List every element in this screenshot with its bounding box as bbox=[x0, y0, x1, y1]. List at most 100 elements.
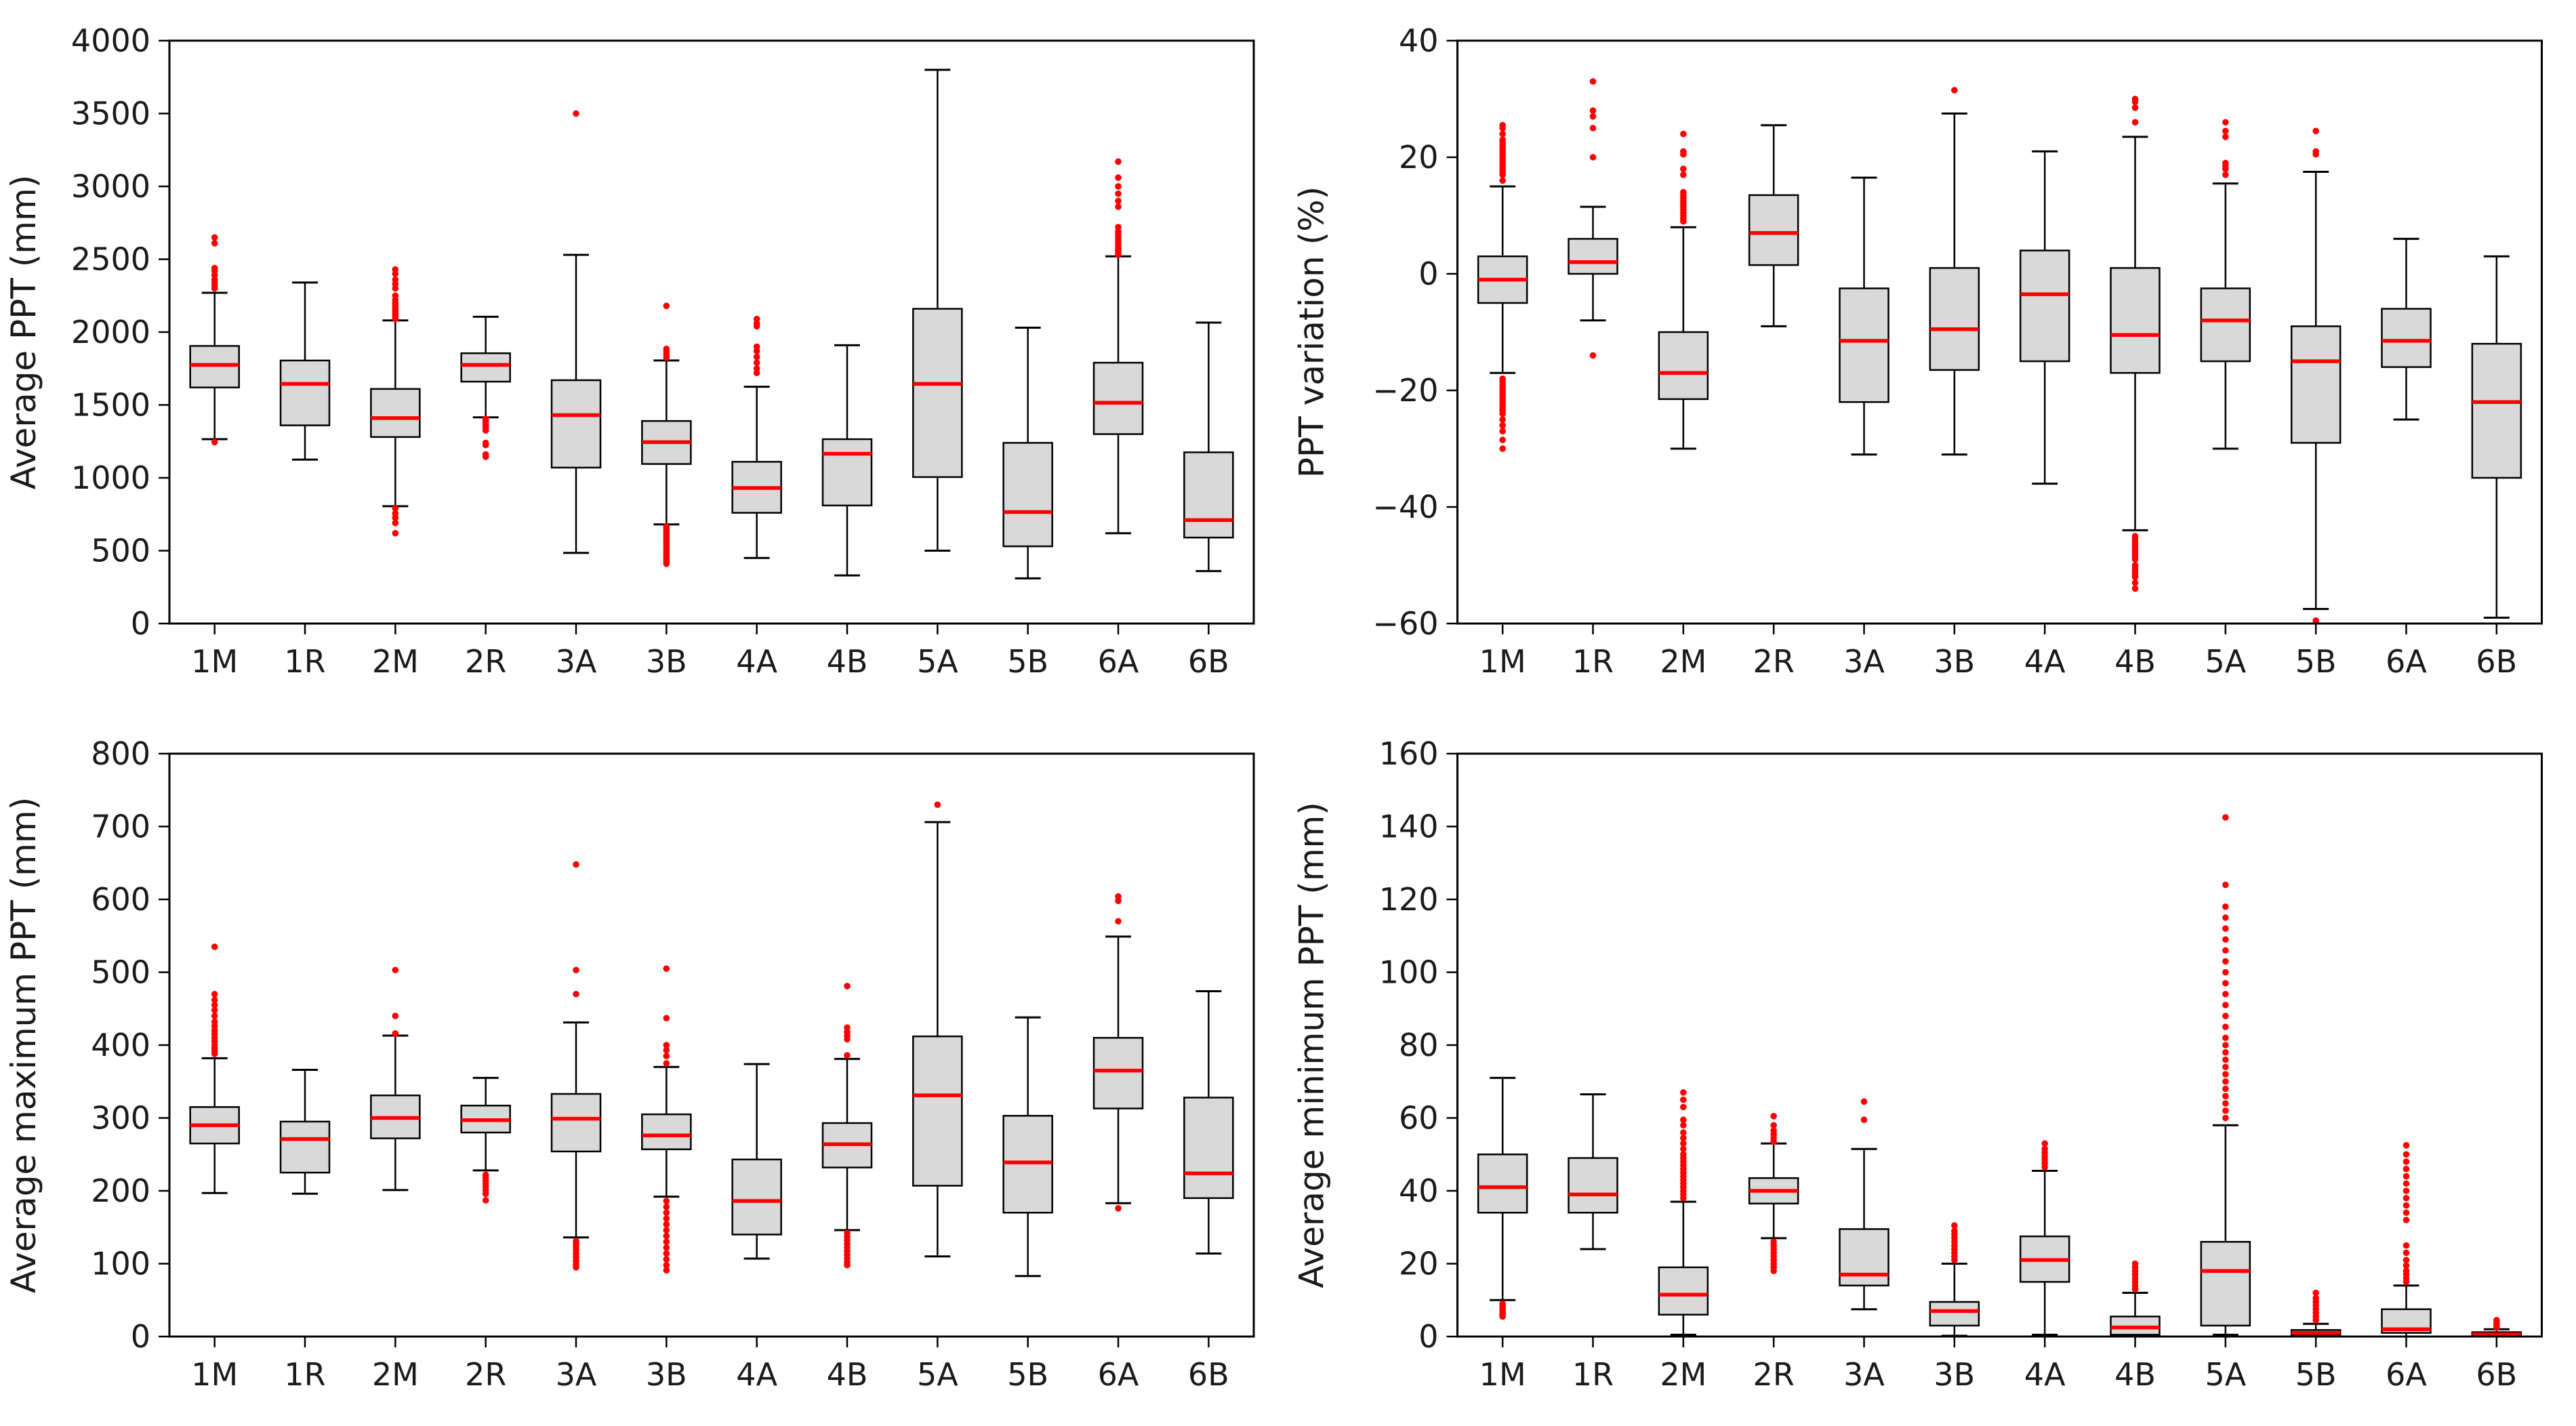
box-1R bbox=[279, 1069, 331, 1195]
x-axis-ticks: 1M 1R 2M 2R 3A 3B 4A 4B 5A 5B 6A 6B bbox=[191, 1337, 1229, 1393]
y-tick-label: 800 bbox=[91, 735, 150, 772]
y-tick-label: 0 bbox=[131, 1318, 150, 1355]
x-tick-label-4A: 4A bbox=[736, 1356, 777, 1393]
x-tick-label-4B: 4B bbox=[2114, 643, 2156, 680]
x-tick-label-1R: 1R bbox=[1572, 1356, 1614, 1393]
box-5A bbox=[2200, 119, 2251, 450]
x-tick-label-1R: 1R bbox=[1572, 643, 1614, 680]
y-tick-label: 160 bbox=[1379, 735, 1439, 772]
x-tick-label-2R: 2R bbox=[465, 643, 506, 680]
box-6B bbox=[1183, 990, 1234, 1255]
box-1R bbox=[279, 281, 331, 461]
outliers-1M bbox=[1499, 121, 1506, 452]
box-6B bbox=[2471, 1317, 2522, 1338]
iqr-box-3A bbox=[550, 1093, 602, 1153]
x-tick-label-6B: 6B bbox=[2476, 643, 2517, 680]
x-tick-label-1M: 1M bbox=[1479, 1356, 1526, 1393]
x-tick-label-4A: 4A bbox=[2024, 643, 2066, 680]
iqr-box-1M bbox=[1477, 1154, 1528, 1214]
x-tick-label-4A: 4A bbox=[736, 643, 777, 680]
outliers-4B bbox=[2131, 96, 2139, 592]
x-tick-label-3B: 3B bbox=[646, 643, 687, 680]
iqr-box-5B bbox=[1002, 442, 1053, 548]
box-3A bbox=[1839, 1098, 1889, 1311]
x-tick-label-1R: 1R bbox=[284, 643, 325, 680]
y-tick-label: 120 bbox=[1379, 881, 1439, 918]
outliers-6A bbox=[2403, 1142, 2410, 1286]
box-4A bbox=[2019, 1140, 2070, 1336]
iqr-box-1R bbox=[1568, 238, 1618, 275]
x-tick-label-6B: 6B bbox=[1188, 1356, 1229, 1393]
x-tick-label-1M: 1M bbox=[191, 1356, 238, 1393]
outliers-5B bbox=[2312, 127, 2319, 624]
outliers-3A bbox=[1860, 1098, 1868, 1123]
box-2R bbox=[460, 1076, 511, 1204]
y-tick-label: 500 bbox=[91, 954, 150, 991]
x-tick-label-5B: 5B bbox=[1007, 643, 1048, 680]
iqr-box-3A bbox=[1839, 1228, 1889, 1286]
iqr-box-5B bbox=[2290, 325, 2342, 444]
box-3A bbox=[1839, 176, 1889, 456]
box-5B bbox=[2290, 127, 2342, 624]
box-1M bbox=[1477, 1076, 1528, 1320]
iqr-box-2R bbox=[460, 352, 511, 383]
average-minimum-ppt-chart: 0 20 40 60 80 100 120 140 160 1M 1R 2M 2R 3A 3B 4A 4B 5A 5… bbox=[1292, 735, 2543, 1393]
x-tick-label-5B: 5B bbox=[2295, 643, 2337, 680]
x-tick-label-2R: 2R bbox=[465, 1356, 506, 1393]
iqr-box-1R bbox=[279, 359, 331, 426]
box-4A bbox=[731, 1063, 782, 1260]
y-tick-label: 600 bbox=[91, 881, 150, 918]
x-tick-label-6A: 6A bbox=[1098, 643, 1139, 680]
x-tick-label-1M: 1M bbox=[1479, 643, 1526, 680]
box-5A bbox=[2200, 814, 2251, 1336]
outliers-3A bbox=[573, 861, 579, 1271]
iqr-box-3B bbox=[1929, 1301, 1980, 1327]
outliers-1M bbox=[211, 234, 218, 446]
x-axis-ticks: 1M 1R 2M 2R 3A 3B 4A 4B 5A 5B 6A 6B bbox=[191, 624, 1229, 680]
y-axis-ticks: 0 20 40 60 80 100 120 140 160 bbox=[1379, 735, 1458, 1355]
box-4B bbox=[821, 344, 873, 577]
outliers-2M bbox=[1680, 130, 1687, 225]
outliers-1R bbox=[1589, 78, 1597, 359]
x-axis-ticks: 1M 1R 2M 2R 3A 3B 4A 4B 5A 5B 6A 6B bbox=[1479, 624, 2517, 680]
x-tick-label-5B: 5B bbox=[1007, 1356, 1048, 1393]
outliers-3B bbox=[663, 965, 670, 1274]
outliers-6A bbox=[1115, 158, 1122, 258]
x-tick-label-2R: 2R bbox=[1753, 643, 1795, 680]
iqr-box-6A bbox=[2381, 308, 2432, 368]
iqr-box-4B bbox=[2110, 267, 2161, 374]
x-tick-label-1M: 1M bbox=[191, 643, 238, 680]
x-tick-label-5A: 5A bbox=[917, 643, 958, 680]
x-tick-label-6A: 6A bbox=[1098, 1356, 1139, 1393]
panel-average-maximum-ppt: 0 100 200 300 400 500 600 700 800 1M 1R 2M 2R 3A 3B 4A 4… bbox=[0, 713, 1288, 1426]
y-axis-ticks: 0 100 200 300 400 500 600 700 800 bbox=[91, 735, 169, 1355]
x-tick-label-2M: 2M bbox=[372, 643, 419, 680]
outliers-6B bbox=[2493, 1317, 2500, 1331]
x-tick-label-6A: 6A bbox=[2386, 643, 2427, 680]
x-tick-label-3A: 3A bbox=[1843, 643, 1885, 680]
box-3A bbox=[550, 110, 602, 554]
iqr-box-3B bbox=[1929, 267, 1980, 371]
box-1M bbox=[1477, 121, 1528, 452]
x-tick-label-2R: 2R bbox=[1753, 1356, 1795, 1393]
y-tick-label: −40 bbox=[1372, 489, 1438, 525]
box-5A bbox=[912, 68, 963, 552]
x-tick-label-3B: 3B bbox=[1934, 1356, 1975, 1393]
outliers-5A bbox=[2222, 119, 2229, 178]
box-2M bbox=[1658, 130, 1709, 450]
x-tick-label-3A: 3A bbox=[556, 643, 597, 680]
panel-average-ppt: 0 500 1000 1500 2000 2500 3000 3500 4000 1M 1R 2M 2R… bbox=[0, 0, 1288, 713]
iqr-box-5A bbox=[912, 1035, 963, 1187]
y-tick-label: 100 bbox=[91, 1246, 150, 1282]
iqr-box-6A bbox=[1092, 361, 1144, 435]
box-4A bbox=[2019, 150, 2070, 485]
x-tick-label-2M: 2M bbox=[372, 1356, 419, 1393]
y-tick-label: 3000 bbox=[71, 168, 150, 205]
iqr-box-6B bbox=[1183, 451, 1234, 539]
y-tick-label: 0 bbox=[131, 605, 150, 642]
x-tick-label-4B: 4B bbox=[827, 643, 868, 680]
y-tick-label: −60 bbox=[1372, 605, 1438, 642]
x-tick-label-5A: 5A bbox=[917, 1356, 958, 1393]
y-tick-label: 20 bbox=[1399, 139, 1439, 176]
